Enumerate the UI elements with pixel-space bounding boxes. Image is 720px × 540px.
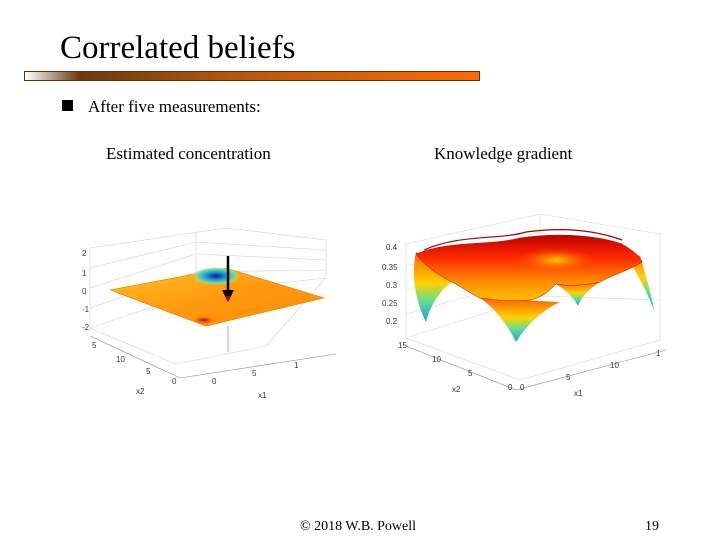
svg-text:15: 15 — [398, 341, 407, 350]
footer-copyright: © 2018 W.B. Powell — [300, 519, 417, 534]
bullet-text: After five measurements: — [88, 97, 261, 116]
svg-text:0: 0 — [82, 287, 87, 296]
surface-drop-front — [480, 298, 560, 342]
svg-text:-1: -1 — [82, 305, 90, 314]
x1-tick: 0 — [520, 383, 525, 392]
x1-tick: 0 — [212, 377, 217, 386]
x2-tick: 0 — [172, 377, 177, 386]
svg-text:0.35: 0.35 — [382, 263, 398, 272]
svg-text:0.2: 0.2 — [386, 317, 398, 326]
title-underline — [24, 71, 480, 81]
z-ticks: 2 1 0 -1 -2 — [82, 249, 90, 332]
left-panel-label: Estimated concentration — [106, 144, 271, 163]
right-panel-label: Knowledge gradient — [434, 144, 573, 163]
knowledge-gradient-plot: 0.4 0.35 0.3 0.25 0.2 15 10 5 0 0 5 10 1… — [360, 210, 670, 406]
svg-text:-2: -2 — [82, 323, 90, 332]
x2-axis-label: x2 — [136, 387, 145, 396]
surface-drop-left — [413, 252, 452, 322]
x2-tick: 5 — [468, 369, 473, 378]
x1-tick: 10 — [610, 361, 619, 370]
z-ticks: 0.4 0.35 0.3 0.25 0.2 — [382, 243, 398, 326]
x1-tick: 1 — [294, 361, 299, 370]
svg-text:5: 5 — [92, 341, 97, 350]
base-axes — [405, 345, 667, 391]
x2-tick: 0 — [508, 383, 513, 392]
slide-title: Correlated beliefs — [60, 30, 296, 66]
surface-drop-mid — [556, 282, 600, 306]
square-bullet-icon — [62, 100, 73, 111]
x1-tick: 5 — [566, 373, 571, 382]
x2-tick: 10 — [116, 355, 125, 364]
base-axes — [89, 335, 337, 379]
svg-text:1: 1 — [82, 269, 87, 278]
x1-tick: 5 — [252, 369, 257, 378]
x1-axis-label: x1 — [574, 389, 583, 398]
svg-text:0.25: 0.25 — [382, 299, 398, 308]
estimated-concentration-plot: 2 1 0 -1 -2 5 10 5 0 0 5 1 x2 x1 — [76, 228, 344, 400]
x1-tick: 1 — [656, 349, 661, 358]
x1-axis-label: x1 — [258, 391, 267, 400]
svg-text:0.4: 0.4 — [386, 243, 398, 252]
svg-text:2: 2 — [82, 249, 87, 258]
x2-axis-label: x2 — [452, 385, 461, 394]
svg-text:0.3: 0.3 — [386, 281, 398, 290]
x2-tick: 10 — [432, 355, 441, 364]
concentration-surface — [108, 267, 326, 327]
page-number: 19 — [645, 519, 659, 534]
x2-tick: 5 — [146, 367, 151, 376]
